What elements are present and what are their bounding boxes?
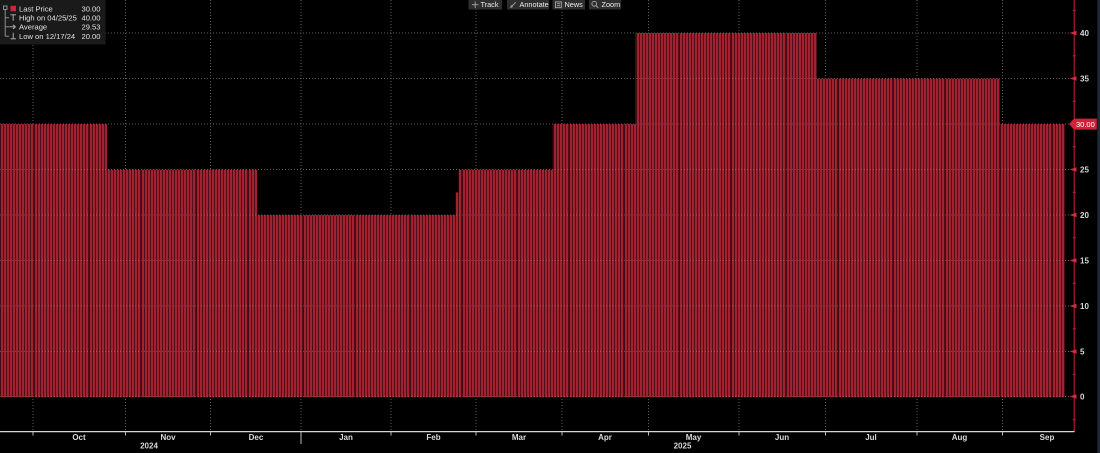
svg-text:Jan: Jan <box>339 433 353 442</box>
svg-text:Mar: Mar <box>512 433 526 442</box>
svg-text:Last Price: Last Price <box>19 4 53 13</box>
svg-text:20.00: 20.00 <box>81 32 100 41</box>
svg-text:30.00: 30.00 <box>1076 120 1095 129</box>
svg-text:Dec: Dec <box>249 433 264 442</box>
svg-text:Average: Average <box>19 23 47 32</box>
svg-text:40: 40 <box>1080 29 1089 38</box>
svg-text:Nov: Nov <box>160 433 176 442</box>
svg-text:Zoom: Zoom <box>602 0 621 9</box>
svg-text:0: 0 <box>1080 392 1085 401</box>
svg-text:Apr: Apr <box>598 433 612 442</box>
svg-text:40.00: 40.00 <box>81 13 100 22</box>
svg-text:Sep: Sep <box>1040 433 1055 442</box>
svg-text:May: May <box>686 433 702 442</box>
svg-text:Low on 12/17/24: Low on 12/17/24 <box>19 32 75 41</box>
svg-text:5: 5 <box>1080 347 1085 356</box>
svg-text:Jul: Jul <box>865 433 877 442</box>
svg-text:30.00: 30.00 <box>81 4 100 13</box>
svg-text:Aug: Aug <box>952 433 968 442</box>
svg-text:News: News <box>565 0 584 9</box>
svg-text:2024: 2024 <box>140 442 158 451</box>
svg-text:10: 10 <box>1080 302 1089 311</box>
svg-text:20: 20 <box>1080 211 1089 220</box>
svg-text:Track: Track <box>481 0 499 9</box>
svg-text:25: 25 <box>1080 165 1089 174</box>
svg-text:35: 35 <box>1080 74 1089 83</box>
svg-text:2025: 2025 <box>674 442 692 451</box>
svg-text:29.53: 29.53 <box>81 23 100 32</box>
svg-text:15: 15 <box>1080 256 1089 265</box>
svg-text:Annotate: Annotate <box>520 0 549 9</box>
svg-text:Jun: Jun <box>775 433 789 442</box>
svg-text:High on 04/25/25: High on 04/25/25 <box>19 13 77 22</box>
svg-text:Oct: Oct <box>72 433 86 442</box>
svg-text:Feb: Feb <box>426 433 440 442</box>
